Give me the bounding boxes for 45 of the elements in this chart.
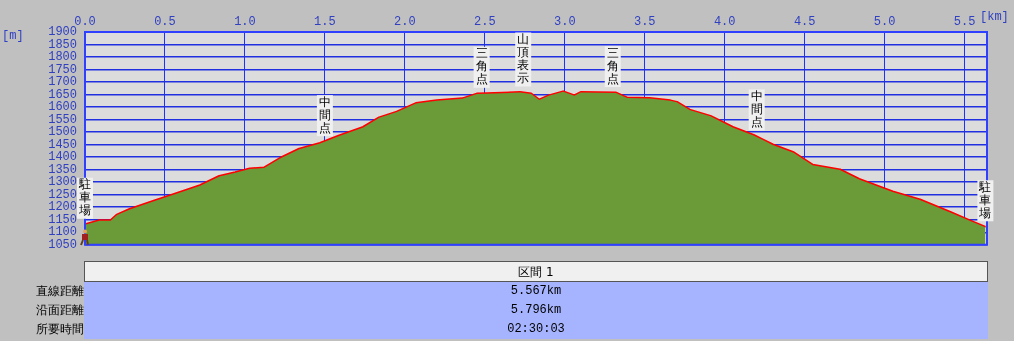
- x-tick-label: 4.0: [713, 14, 736, 29]
- x-tick-label: 4.5: [793, 14, 816, 29]
- annotation: 中間点: [318, 94, 331, 135]
- y-tick-label: 1500: [48, 125, 77, 140]
- x-tick-label: 5.0: [873, 14, 896, 29]
- x-tick-label: 0.5: [154, 14, 176, 29]
- x-tick-label: 2.0: [394, 14, 416, 29]
- text: 所要時間: [35, 321, 84, 338]
- y-tick-label: 1100: [48, 225, 77, 240]
- text: 直線距離: [35, 283, 84, 300]
- y-tick-label: 1700: [48, 75, 77, 90]
- annotation: 駐車場: [978, 179, 992, 220]
- y-tick-label: 1600: [48, 100, 77, 115]
- text: 5.567km: [84, 282, 988, 301]
- y-tick-label: 1400: [48, 150, 77, 165]
- text: 沿面距離: [35, 302, 84, 319]
- x-tick-label: 1.5: [314, 14, 336, 29]
- x-axis-title: [km]: [980, 10, 1009, 25]
- text: 区間 1: [84, 261, 988, 282]
- annotation: 駐車場: [78, 177, 91, 218]
- y-tick-label: 1350: [48, 162, 77, 177]
- y-tick-label: 1200: [48, 200, 77, 215]
- y-tick-label: 1050: [48, 237, 77, 252]
- y-tick-label: 1650: [48, 87, 77, 102]
- y-tick-label: 1900: [48, 25, 77, 40]
- y-tick-label: 1750: [48, 62, 77, 77]
- x-tick-label: 2.5: [474, 14, 496, 29]
- x-tick-label: 1.0: [234, 14, 256, 29]
- x-tick-label: 3.0: [553, 14, 576, 29]
- y-tick-label: 1800: [48, 50, 77, 65]
- annotation: 三角点: [606, 45, 619, 86]
- y-tick-label: 1250: [48, 187, 77, 202]
- y-tick-label: 1300: [48, 175, 77, 190]
- annotation: 中間点: [750, 89, 763, 130]
- y-tick-label: 1550: [48, 112, 77, 127]
- annotation: 三角点: [475, 46, 488, 87]
- x-tick-label: 5.5: [953, 14, 976, 29]
- y-tick-label: 1150: [48, 212, 77, 227]
- y-tick-label: 1850: [48, 37, 77, 52]
- annotation: 山頂表示: [517, 32, 530, 86]
- y-tick-label: 1450: [48, 137, 77, 152]
- text: 02:30:03: [84, 320, 988, 339]
- y-axis-title: [m]: [2, 29, 24, 44]
- x-tick-label: 3.5: [633, 14, 656, 29]
- text: 5.796km: [84, 301, 988, 320]
